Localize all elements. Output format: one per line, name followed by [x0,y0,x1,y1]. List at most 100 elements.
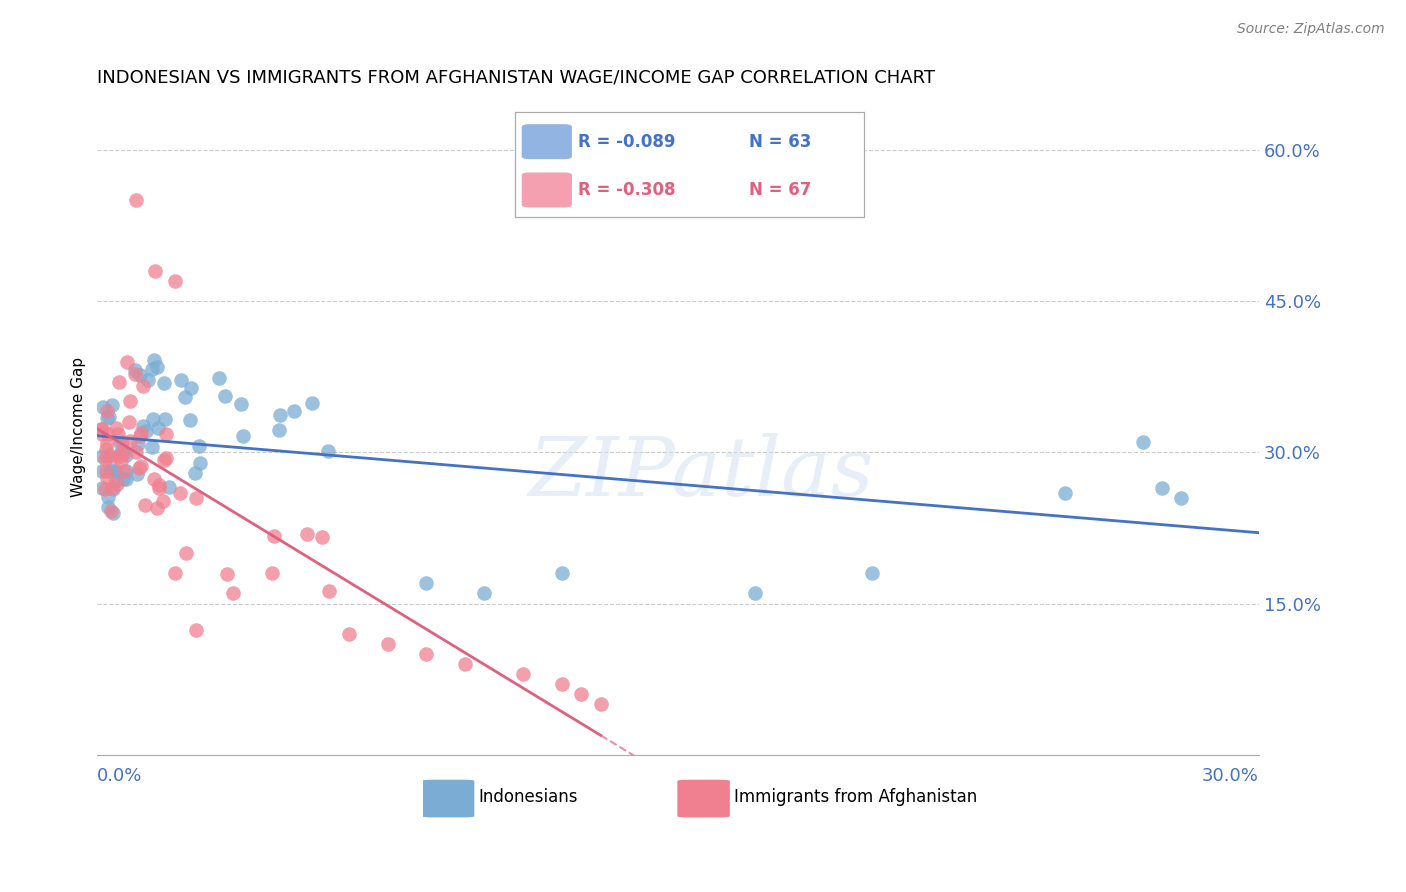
Point [152,493,174,508]
Point [184,623,207,637]
Point [231,397,253,411]
Point [90,427,112,442]
Title: INDONESIAN VS IMMIGRANTS FROM AFGHANISTAN WAGE/INCOME GAP CORRELATION CHART: INDONESIAN VS IMMIGRANTS FROM AFGHANISTA… [97,69,935,87]
Point [93,452,115,467]
Point [98,448,121,462]
Point [283,403,305,417]
Point [111,434,134,449]
Point [108,435,131,450]
Point [148,477,170,491]
Point [152,376,174,390]
Point [104,421,127,435]
Point [129,425,152,440]
Point [115,448,138,462]
Point [145,263,167,277]
Point [146,420,169,434]
Point [98,464,121,478]
Point [551,566,574,581]
Point [103,506,125,520]
Point [101,481,124,495]
Point [90,449,112,463]
Point [97,490,120,504]
Point [474,586,496,600]
Point [141,440,163,454]
Point [146,360,169,375]
Point [215,566,238,581]
Point [318,583,340,598]
Point [94,442,117,456]
Point [377,637,399,651]
Point [101,463,124,477]
Point [91,481,114,495]
Point [97,426,120,441]
Point [132,379,155,393]
Point [96,404,118,418]
Point [96,435,118,450]
Point [173,390,195,404]
Point [188,456,211,470]
Text: Source: ZipAtlas.com: Source: ZipAtlas.com [1237,22,1385,37]
Point [170,372,193,386]
Point [1054,485,1077,500]
Point [105,477,128,491]
Point [124,367,146,381]
Point [512,667,534,681]
Point [174,546,197,560]
Point [91,401,114,415]
Point [114,472,136,486]
Point [222,586,245,600]
Point [107,427,129,442]
Point [148,481,170,495]
Point [135,425,157,439]
Point [301,396,323,410]
Point [131,418,153,433]
Point [104,465,127,479]
Point [136,373,159,387]
Point [155,451,177,466]
Point [569,687,592,701]
Point [100,503,122,517]
Point [98,410,121,425]
Point [97,500,120,515]
Point [91,422,114,436]
Point [157,480,180,494]
Point [179,413,201,427]
Point [118,394,141,409]
Point [107,450,129,465]
Point [155,427,177,442]
Point [180,381,202,395]
Point [415,576,437,591]
Point [454,657,477,671]
Point [1170,491,1192,505]
Point [142,472,165,486]
Point [115,465,138,479]
Point [94,464,117,478]
Point [111,447,134,461]
Point [110,454,132,468]
Point [188,439,211,453]
Point [134,498,156,512]
Point [153,411,176,425]
Point [143,353,166,368]
Point [269,408,291,422]
Point [96,450,118,465]
Point [232,428,254,442]
Point [263,528,285,542]
Point [551,677,574,691]
Point [125,445,148,459]
Point [153,452,176,467]
Point [94,482,117,496]
Point [1132,435,1154,450]
Point [260,566,283,581]
Point [163,274,186,288]
Point [1150,481,1173,495]
Point [127,436,149,450]
Point [111,444,134,458]
Text: 30.0%: 30.0% [1202,767,1258,785]
Point [128,461,150,475]
Point [184,467,207,481]
Point [91,464,114,478]
Point [163,566,186,580]
Point [316,443,339,458]
Y-axis label: Wage/Income Gap: Wage/Income Gap [72,357,86,497]
